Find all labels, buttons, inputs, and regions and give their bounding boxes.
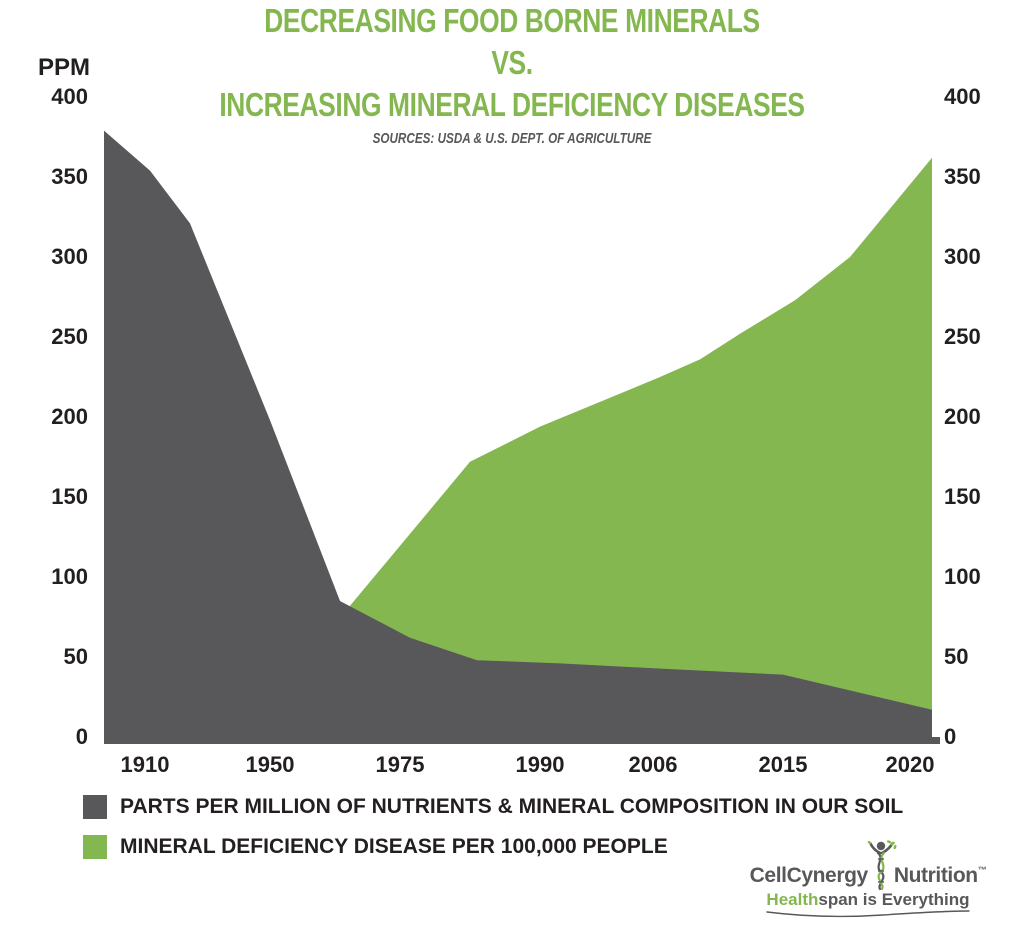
deficiency-swatch-icon	[83, 835, 107, 859]
brand-logo: CellCynergy Nutrition™ Healthspan is Eve…	[738, 838, 998, 919]
legend-item-deficiency: MINERAL DEFICIENCY DISEASE PER 100,000 P…	[83, 834, 668, 860]
y-tick-label: 400	[51, 84, 88, 109]
x-tick-label: 2020	[885, 752, 935, 777]
brand-tagline: Healthspan is Everything	[738, 890, 998, 909]
y-tick-label: 250	[51, 324, 88, 349]
soil-area	[104, 130, 932, 738]
y-tick-label: 250	[944, 324, 981, 349]
y-axis-right: 400 350 300 250 200 150 100 50 0	[944, 0, 1022, 927]
x-tick-label: 1950	[245, 752, 295, 777]
y-tick-label: 300	[51, 244, 88, 269]
tagline-highlight: Health	[766, 890, 819, 909]
brand-name-text: Nutrition	[893, 864, 978, 887]
brand-name-part1: CellCynergy	[749, 864, 869, 887]
legend-label-soil: PARTS PER MILLION OF NUTRIENTS & MINERAL…	[120, 795, 904, 818]
title-line-2: INCREASING MINERAL DEFICIENCY DISEASES	[219, 86, 805, 123]
brand-wordmark: CellCynergy Nutrition™	[738, 838, 998, 890]
y-tick-label: 150	[51, 484, 88, 509]
x-tick-label: 2015	[758, 752, 808, 777]
x-axis: 1910 1950 1975 1990 2006 2015 2020	[0, 750, 1024, 782]
x-tick-label: 1990	[515, 752, 565, 777]
brand-name-part2: Nutrition™	[894, 864, 987, 888]
x-tick-label: 2006	[628, 752, 678, 777]
sources-note: SOURCES: USDA & U.S. DEPT. OF AGRICULTUR…	[372, 130, 652, 147]
y-tick-label: 200	[944, 404, 981, 429]
title-vs: VS.	[491, 44, 533, 81]
deficiency-area	[350, 157, 932, 738]
y-tick-label: 100	[51, 564, 88, 589]
y-tick-label: 400	[944, 84, 981, 109]
y-tick-label: 100	[944, 564, 981, 589]
y-tick-label: 0	[75, 724, 88, 749]
y-tick-label: 50	[63, 644, 88, 669]
y-tick-label: 350	[944, 164, 981, 189]
legend-label-deficiency: MINERAL DEFICIENCY DISEASE PER 100,000 P…	[120, 835, 668, 858]
y-tick-label: 150	[944, 484, 981, 509]
chart-header: DECREASING FOOD BORNE MINERALS VS. INCRE…	[0, 0, 1024, 148]
y-tick-label: 350	[51, 164, 88, 189]
y-axis-unit-label: PPM	[37, 54, 90, 81]
trademark-symbol: ™	[977, 865, 987, 875]
x-tick-label: 1910	[120, 752, 170, 777]
tagline-swoosh-icon	[766, 910, 970, 918]
x-axis-baseline	[104, 737, 940, 744]
y-tick-label: 300	[944, 244, 981, 269]
tagline-rest: span is Everything	[818, 890, 970, 909]
x-tick-label: 1975	[375, 752, 425, 777]
dna-person-icon	[867, 840, 897, 890]
soil-swatch-icon	[83, 795, 107, 819]
title-line-1: DECREASING FOOD BORNE MINERALS	[264, 2, 760, 39]
legend-item-soil: PARTS PER MILLION OF NUTRIENTS & MINERAL…	[83, 794, 903, 820]
y-axis-left: 400 350 300 250 200 150 100 50 0	[0, 0, 88, 927]
y-tick-label: 50	[944, 644, 969, 669]
y-tick-label: 200	[51, 404, 88, 429]
y-tick-label: 0	[944, 724, 957, 749]
